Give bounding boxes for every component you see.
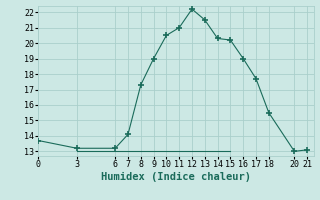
X-axis label: Humidex (Indice chaleur): Humidex (Indice chaleur) bbox=[101, 172, 251, 182]
